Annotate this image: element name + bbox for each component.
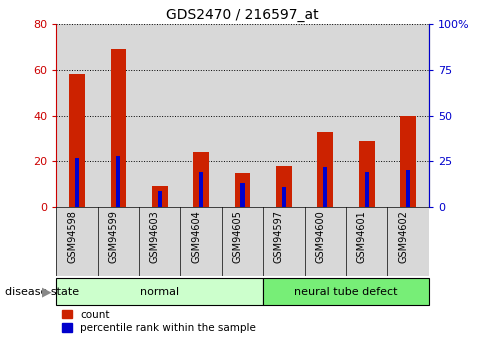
Text: neural tube defect: neural tube defect bbox=[294, 287, 398, 296]
Bar bbox=[116, 156, 121, 207]
Text: ▶: ▶ bbox=[42, 285, 51, 298]
Text: GSM94602: GSM94602 bbox=[398, 210, 408, 263]
Bar bbox=[388, 24, 429, 207]
Bar bbox=[152, 186, 168, 207]
Title: GDS2470 / 216597_at: GDS2470 / 216597_at bbox=[166, 8, 319, 22]
Text: GSM94599: GSM94599 bbox=[108, 210, 119, 263]
Bar bbox=[139, 24, 180, 207]
Bar bbox=[241, 183, 245, 207]
Bar bbox=[365, 172, 369, 207]
Bar bbox=[222, 207, 263, 276]
Bar bbox=[406, 170, 410, 207]
Bar bbox=[346, 24, 388, 207]
Bar bbox=[282, 187, 286, 207]
Bar bbox=[194, 152, 209, 207]
Bar bbox=[56, 277, 263, 306]
Text: GSM94604: GSM94604 bbox=[191, 210, 201, 263]
Bar bbox=[98, 207, 139, 276]
Bar bbox=[98, 24, 139, 207]
Bar bbox=[180, 24, 222, 207]
Bar bbox=[323, 167, 327, 207]
Bar bbox=[235, 173, 250, 207]
Text: GSM94598: GSM94598 bbox=[67, 210, 77, 263]
Bar bbox=[111, 49, 126, 207]
Bar bbox=[263, 24, 305, 207]
Text: GSM94603: GSM94603 bbox=[150, 210, 160, 263]
Bar bbox=[139, 207, 180, 276]
Bar bbox=[158, 190, 162, 207]
Bar bbox=[199, 172, 203, 207]
Bar bbox=[276, 166, 292, 207]
Bar bbox=[346, 207, 388, 276]
Bar bbox=[359, 141, 374, 207]
Bar bbox=[318, 131, 333, 207]
Bar bbox=[305, 207, 346, 276]
Bar bbox=[69, 75, 85, 207]
Bar bbox=[388, 207, 429, 276]
Text: GSM94600: GSM94600 bbox=[315, 210, 325, 263]
Legend: count, percentile rank within the sample: count, percentile rank within the sample bbox=[62, 310, 256, 333]
Bar bbox=[263, 207, 305, 276]
Bar bbox=[400, 116, 416, 207]
Bar bbox=[56, 24, 98, 207]
Bar bbox=[222, 24, 263, 207]
Bar bbox=[305, 24, 346, 207]
Bar bbox=[263, 277, 429, 306]
Bar bbox=[56, 207, 98, 276]
Text: GSM94605: GSM94605 bbox=[233, 210, 243, 263]
Text: GSM94597: GSM94597 bbox=[274, 210, 284, 264]
Text: GSM94601: GSM94601 bbox=[357, 210, 367, 263]
Text: normal: normal bbox=[140, 287, 179, 296]
Bar bbox=[75, 158, 79, 207]
Bar bbox=[180, 207, 222, 276]
Text: disease state: disease state bbox=[5, 287, 79, 296]
